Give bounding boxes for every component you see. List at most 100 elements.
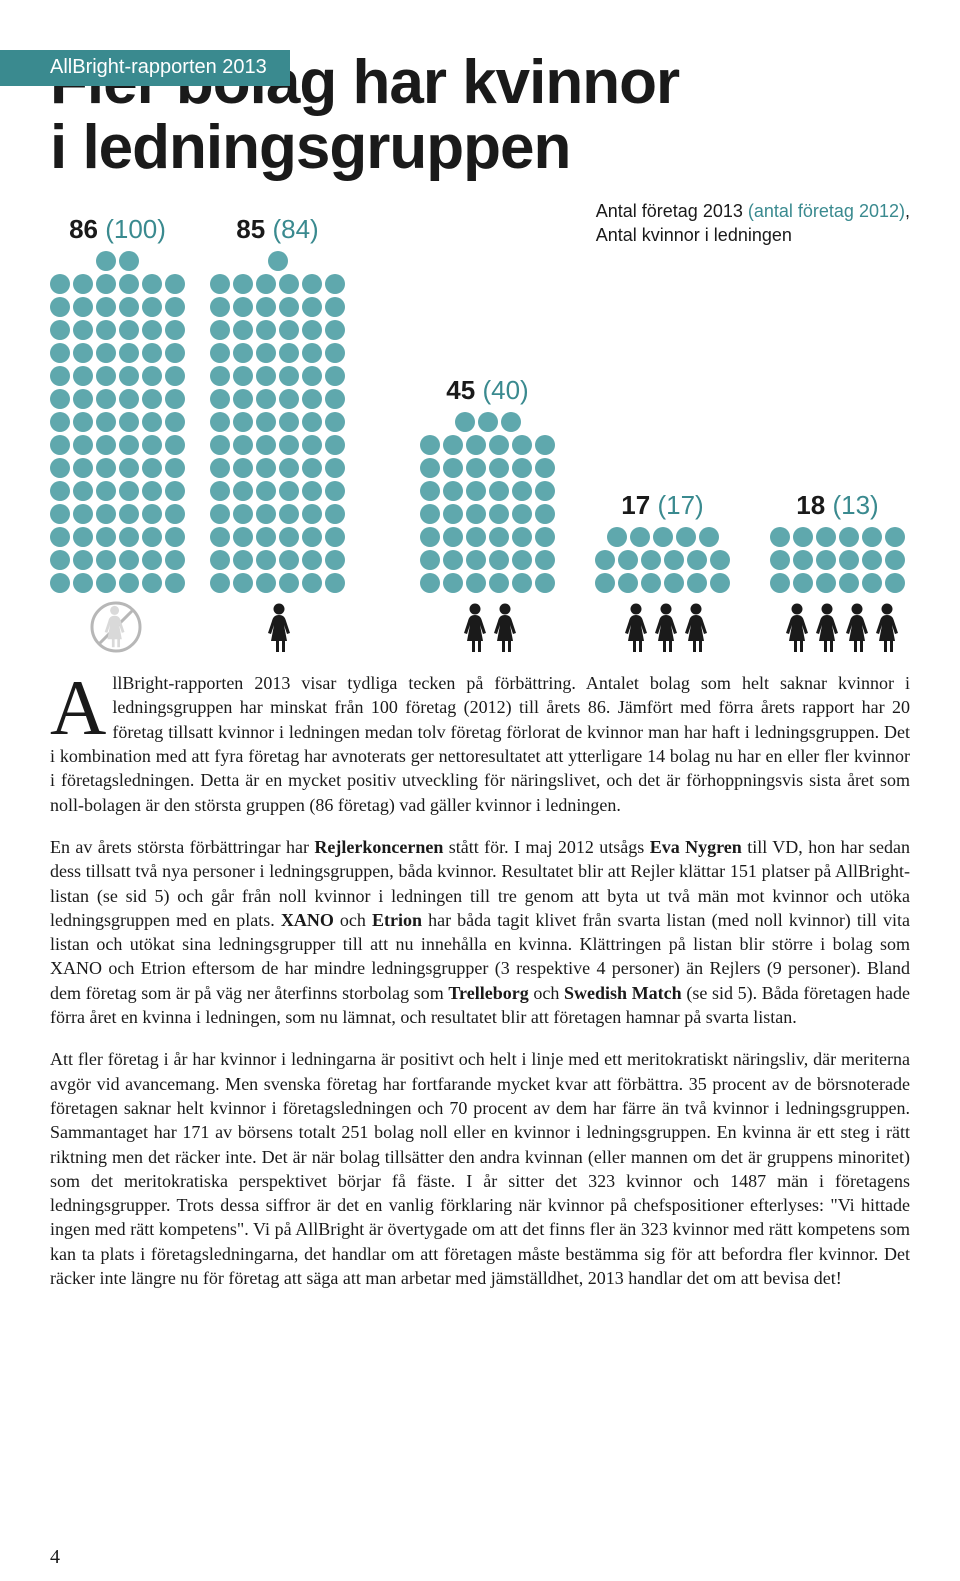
dot	[793, 527, 813, 547]
women-icon-row	[461, 603, 519, 653]
column-label: 18 (13)	[796, 490, 878, 521]
legend-line1a: Antal företag 2013	[596, 201, 748, 221]
dot	[302, 297, 322, 317]
dot	[653, 527, 673, 547]
dot	[119, 297, 139, 317]
dot	[119, 573, 139, 593]
legend-line1c: ,	[905, 201, 910, 221]
dot-grid	[595, 527, 730, 593]
dot	[839, 550, 859, 570]
dot	[816, 527, 836, 547]
dot	[710, 573, 730, 593]
dot-grid	[210, 251, 345, 593]
dot	[770, 527, 790, 547]
dot	[501, 412, 521, 432]
dot	[73, 527, 93, 547]
dot	[256, 343, 276, 363]
dot	[119, 504, 139, 524]
dot	[455, 412, 475, 432]
dot	[664, 550, 684, 570]
dot	[210, 366, 230, 386]
column-value: 45	[446, 375, 475, 405]
dot	[302, 435, 322, 455]
dot	[641, 550, 661, 570]
dot	[119, 366, 139, 386]
dot	[256, 481, 276, 501]
dot	[325, 527, 345, 547]
chart-column: 18 (13)	[770, 490, 905, 593]
dot	[73, 458, 93, 478]
woman-icon	[813, 603, 841, 653]
dot	[535, 435, 555, 455]
dot	[256, 504, 276, 524]
dot	[699, 527, 719, 547]
dot	[233, 481, 253, 501]
column-label: 86 (100)	[69, 214, 166, 245]
woman-icon	[843, 603, 871, 653]
dot	[466, 504, 486, 524]
dot	[816, 573, 836, 593]
dot	[119, 435, 139, 455]
dot	[73, 435, 93, 455]
dot	[443, 458, 463, 478]
dot	[165, 458, 185, 478]
dot	[233, 297, 253, 317]
dot	[302, 320, 322, 340]
dot	[165, 573, 185, 593]
dot	[142, 527, 162, 547]
dot	[142, 458, 162, 478]
dot-grid	[50, 251, 185, 593]
dot	[142, 389, 162, 409]
dot	[816, 550, 836, 570]
dot	[256, 458, 276, 478]
dot	[119, 274, 139, 294]
dot	[302, 412, 322, 432]
dot	[512, 504, 532, 524]
column-paren: (13)	[832, 490, 878, 520]
dot	[466, 573, 486, 593]
dot	[325, 458, 345, 478]
dot	[119, 343, 139, 363]
dot	[142, 274, 162, 294]
paragraph-2: En av årets största förbättringar har Re…	[50, 835, 910, 1029]
dot	[96, 458, 116, 478]
dot	[466, 527, 486, 547]
dot	[618, 550, 638, 570]
dot	[165, 527, 185, 547]
dot	[535, 550, 555, 570]
chart-column: 86 (100)	[50, 214, 185, 593]
dot	[443, 435, 463, 455]
dot	[73, 343, 93, 363]
dot	[443, 504, 463, 524]
dot	[595, 573, 615, 593]
dot	[50, 527, 70, 547]
dot	[50, 297, 70, 317]
dot	[73, 550, 93, 570]
woman-icon	[461, 603, 489, 653]
dot	[512, 550, 532, 570]
dot	[165, 504, 185, 524]
dot	[256, 366, 276, 386]
dot	[535, 504, 555, 524]
legend-line1b: (antal företag 2012)	[748, 201, 905, 221]
column-paren: (40)	[482, 375, 528, 405]
dot	[73, 412, 93, 432]
dot	[489, 504, 509, 524]
dot	[50, 412, 70, 432]
chart-column: 17 (17)	[595, 490, 730, 593]
dot	[73, 297, 93, 317]
women-icon-row	[265, 603, 293, 653]
dot	[279, 297, 299, 317]
dot	[512, 573, 532, 593]
dot	[119, 458, 139, 478]
dot	[73, 274, 93, 294]
dot	[96, 366, 116, 386]
dot	[641, 573, 661, 593]
dot	[325, 573, 345, 593]
dot	[466, 481, 486, 501]
dot	[256, 320, 276, 340]
dot	[73, 366, 93, 386]
dot	[50, 458, 70, 478]
column-paren: (84)	[272, 214, 318, 244]
dot	[420, 527, 440, 547]
